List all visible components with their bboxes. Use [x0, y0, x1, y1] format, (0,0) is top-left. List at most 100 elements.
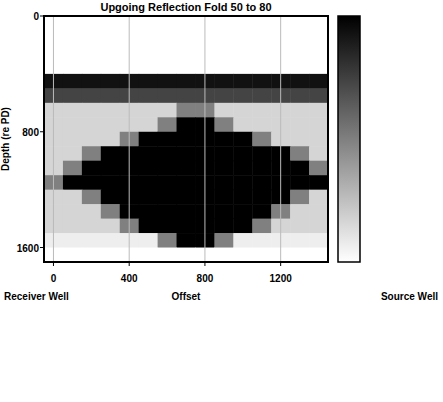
tick [204, 262, 205, 266]
cell [82, 132, 101, 147]
cell [101, 45, 120, 60]
cell [214, 204, 233, 219]
heatmap [44, 16, 328, 262]
cell [177, 88, 196, 103]
cell [177, 117, 196, 132]
cell [63, 204, 82, 219]
cell [252, 45, 271, 60]
cell [290, 45, 309, 60]
colorbar [338, 16, 360, 262]
cell [63, 74, 82, 89]
cell [101, 233, 120, 248]
cell [101, 74, 120, 89]
cell [158, 117, 177, 132]
cell [82, 146, 101, 161]
frame [44, 16, 328, 262]
annotation: Receiver Well [4, 291, 69, 302]
cell [177, 248, 196, 262]
cell [158, 45, 177, 60]
cell [139, 175, 158, 190]
cell [177, 103, 196, 118]
cell [233, 59, 252, 74]
cell [139, 204, 158, 219]
cell [214, 88, 233, 103]
tick [40, 247, 44, 248]
cell [290, 88, 309, 103]
cell [214, 45, 233, 60]
cell [290, 117, 309, 132]
cell [101, 175, 120, 190]
cell [252, 146, 271, 161]
cell [252, 175, 271, 190]
cell [101, 161, 120, 176]
cell [158, 74, 177, 89]
cell [82, 88, 101, 103]
cell [309, 30, 328, 45]
cell [214, 248, 233, 262]
cell [252, 219, 271, 234]
cell [252, 30, 271, 45]
cell [290, 219, 309, 234]
cell [63, 117, 82, 132]
cell [309, 146, 328, 161]
grid-line [53, 16, 54, 262]
cell [309, 88, 328, 103]
cell [139, 103, 158, 118]
cell [233, 132, 252, 147]
cell [101, 204, 120, 219]
cell [139, 117, 158, 132]
cell [233, 45, 252, 60]
cell [214, 219, 233, 234]
cell [233, 204, 252, 219]
cell [158, 190, 177, 205]
cell [82, 59, 101, 74]
cell [252, 88, 271, 103]
cell [214, 161, 233, 176]
tick-label: 0 [51, 273, 57, 284]
cell [177, 204, 196, 219]
cell [177, 175, 196, 190]
cell [177, 132, 196, 147]
cell [63, 175, 82, 190]
cell [139, 59, 158, 74]
cell [290, 59, 309, 74]
tick-label: 1600 [17, 243, 40, 254]
cell [233, 219, 252, 234]
cell [290, 132, 309, 147]
x-axis-title: Offset [172, 291, 202, 302]
cell [101, 16, 120, 31]
cell [82, 190, 101, 205]
cell [290, 30, 309, 45]
cell [63, 16, 82, 31]
cell [82, 204, 101, 219]
cell [233, 146, 252, 161]
cell [63, 103, 82, 118]
cell [158, 88, 177, 103]
cell [309, 16, 328, 31]
cell [63, 219, 82, 234]
cell [290, 190, 309, 205]
cell [101, 30, 120, 45]
title: Upgoing Reflection Fold 50 to 80 [100, 1, 271, 13]
cell [158, 16, 177, 31]
cell [252, 59, 271, 74]
chart: Upgoing Reflection Fold 50 to 8004008001… [0, 0, 443, 402]
cell [252, 204, 271, 219]
cell [214, 190, 233, 205]
cell [139, 161, 158, 176]
cell [214, 103, 233, 118]
tick-label: 0 [33, 11, 39, 22]
cell [290, 248, 309, 262]
cell [214, 146, 233, 161]
cell [214, 233, 233, 248]
cell [177, 45, 196, 60]
cell [82, 175, 101, 190]
cell [233, 16, 252, 31]
cell [214, 132, 233, 147]
cell [252, 233, 271, 248]
cell [233, 233, 252, 248]
cell [252, 117, 271, 132]
cell [309, 74, 328, 89]
cell [309, 161, 328, 176]
cell [82, 30, 101, 45]
